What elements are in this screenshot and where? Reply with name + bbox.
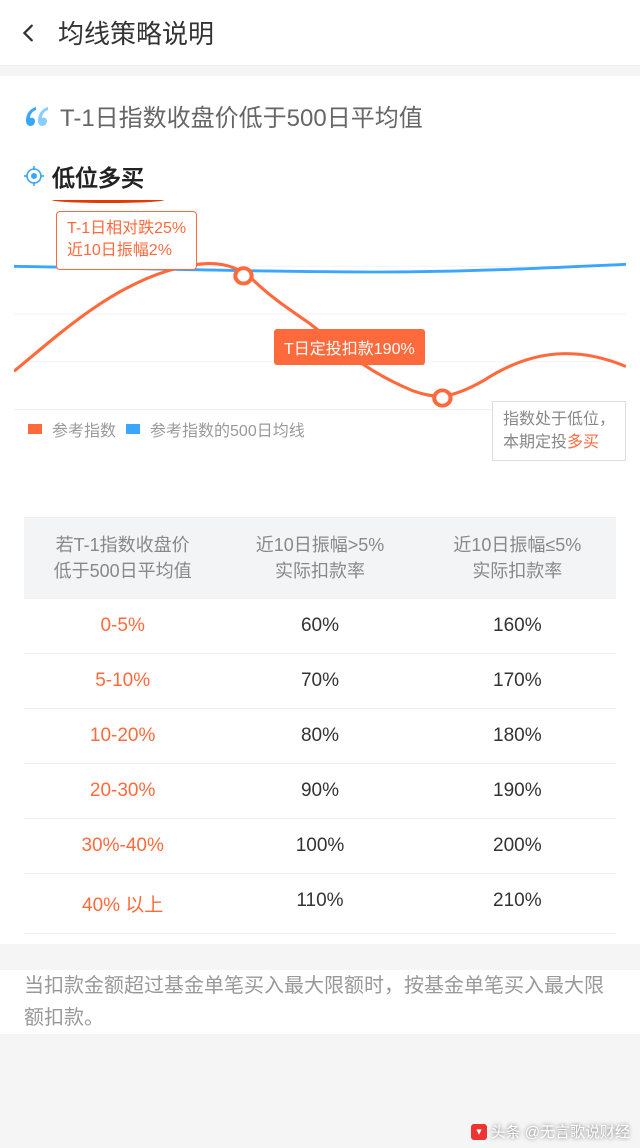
section-title: T-1日指数收盘价低于500日平均值 [60, 98, 423, 133]
table-cell: 190% [419, 764, 616, 819]
footnote: 当扣款金额超过基金单笔买入最大限额时，按基金单笔买入最大限额扣款。 [0, 970, 640, 1034]
note-line-2: 本期定投多买 [503, 431, 615, 454]
legend-swatch-blue [126, 424, 140, 434]
chart-tooltip: T-1日相对跌25% 近10日振幅2% [56, 211, 197, 270]
note-line-1: 指数处于低位， [503, 408, 615, 431]
table-row: 40% 以上110%210% [24, 874, 616, 934]
table-row: 20-30%90%190% [24, 764, 616, 819]
table-cell: 80% [221, 709, 418, 764]
table-cell: 90% [221, 764, 418, 819]
table-cell: 200% [419, 819, 616, 874]
header-bar: 均线策略说明 [0, 0, 640, 66]
content-card: T-1日指数收盘价低于500日平均值 低位多买 T-1日相对跌25% 近10日振… [0, 76, 640, 944]
table-row: 0-5%60%160% [24, 599, 616, 654]
table-header: 近10日振幅>5%实际扣款率 [221, 518, 418, 599]
table-cell: 160% [419, 599, 616, 654]
table-cell: 210% [419, 874, 616, 934]
subsection-header: 低位多买 [24, 159, 616, 193]
table-header: 若T-1指数收盘价低于500日平均值 [24, 518, 221, 599]
table-cell: 110% [221, 874, 418, 934]
table-cell: 100% [221, 819, 418, 874]
table-cell: 30%-40% [24, 819, 221, 874]
subsection-title: 低位多买 [52, 159, 144, 193]
tooltip-line-2: 近10日振幅2% [67, 240, 186, 262]
tooltip-line-1: T-1日相对跌25% [67, 218, 186, 240]
section-header: T-1日指数收盘价低于500日平均值 [24, 98, 616, 133]
table-cell: 20-30% [24, 764, 221, 819]
chart-marker-2 [434, 390, 450, 405]
table-cell: 10-20% [24, 709, 221, 764]
watermark: 头条 @无言歌说财经 [471, 1121, 630, 1142]
table-row: 5-10%70%170% [24, 654, 616, 709]
table-row: 10-20%80%180% [24, 709, 616, 764]
watermark-icon [471, 1124, 487, 1140]
table-header: 近10日振幅≤5%实际扣款率 [419, 518, 616, 599]
quote-icon [24, 105, 50, 127]
chart-marker-1 [235, 268, 251, 283]
table-cell: 70% [221, 654, 418, 709]
red-underline-annotation [52, 197, 164, 203]
chart-note: 指数处于低位， 本期定投多买 [492, 401, 626, 461]
table-cell: 170% [419, 654, 616, 709]
chart-badge: T日定投扣款190% [274, 329, 425, 365]
table-header-row: 若T-1指数收盘价低于500日平均值近10日振幅>5%实际扣款率近10日振幅≤5… [24, 517, 616, 599]
table-cell: 180% [419, 709, 616, 764]
rate-table: 若T-1指数收盘价低于500日平均值近10日振幅>5%实际扣款率近10日振幅≤5… [24, 517, 616, 934]
table-cell: 40% 以上 [24, 874, 221, 934]
chart-area: T-1日相对跌25% 近10日振幅2% T日定投扣款190% 参考指数 参考指数… [14, 209, 626, 469]
page-title: 均线策略说明 [58, 14, 214, 51]
back-icon[interactable] [18, 22, 40, 44]
table-cell: 5-10% [24, 654, 221, 709]
chart-legend: 参考指数 参考指数的500日均线 [28, 417, 305, 441]
watermark-text: 头条 @无言歌说财经 [491, 1121, 630, 1142]
target-icon [24, 166, 44, 186]
table-row: 30%-40%100%200% [24, 819, 616, 874]
legend-swatch-red [28, 424, 42, 434]
table-cell: 60% [221, 599, 418, 654]
legend-label-a: 参考指数 [52, 417, 116, 441]
table-cell: 0-5% [24, 599, 221, 654]
legend-label-b: 参考指数的500日均线 [150, 417, 305, 441]
